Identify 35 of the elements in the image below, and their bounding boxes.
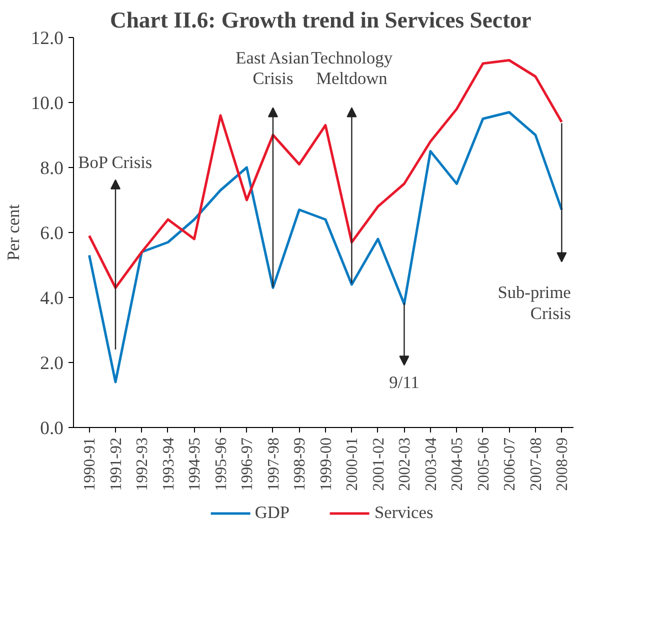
y-tick-label: 6.0 — [40, 223, 64, 244]
annotation: BoP Crisis — [78, 153, 152, 172]
annotation: East Asian Crisis — [236, 48, 310, 88]
x-tick-label: 2007-08 — [528, 438, 545, 491]
annotation: Technology Meltdown — [310, 48, 393, 88]
annotation: Sub-prime Crisis — [498, 283, 572, 324]
x-tick-label: 1995-96 — [212, 438, 230, 491]
y-tick-label: 8.0 — [40, 158, 64, 179]
x-tick-label: 2004-05 — [449, 438, 466, 491]
x-tick-label: 1998-99 — [292, 438, 309, 491]
x-tick-label: 2008-09 — [554, 438, 572, 491]
x-tick-label: 1997-98 — [265, 438, 282, 491]
y-tick-label: 4.0 — [40, 288, 64, 309]
x-tick-label: 2000-01 — [344, 438, 362, 491]
x-tick-label: 2001-02 — [370, 438, 388, 491]
x-tick-label: 1993-94 — [160, 438, 178, 491]
x-tick-label: 1990-91 — [82, 438, 99, 491]
legend-label: Services — [374, 503, 434, 523]
x-tick-label: 1991-92 — [108, 438, 125, 491]
x-tick-label: 1992-93 — [134, 438, 152, 491]
y-tick-label: 0.0 — [40, 418, 64, 439]
x-tick-label: 1999-00 — [318, 438, 335, 491]
legend-label: GDP — [254, 503, 290, 523]
x-tick-label: 2003-04 — [422, 438, 440, 491]
y-axis-title: Per cent — [4, 204, 23, 261]
y-tick-label: 12.0 — [30, 28, 64, 49]
x-tick-label: 1996-97 — [239, 438, 256, 491]
x-tick-label: 2005-06 — [475, 438, 492, 491]
x-tick-label: 1994-95 — [186, 438, 204, 491]
y-tick-label: 10.0 — [30, 93, 64, 114]
annotation: 9/11 — [389, 372, 420, 392]
x-tick-label: 2006-07 — [502, 438, 519, 491]
x-tick-label: 2002-03 — [396, 438, 414, 491]
chart-title: Chart II.6: Growth trend in Services Sector — [110, 8, 532, 32]
y-tick-label: 2.0 — [40, 353, 64, 374]
